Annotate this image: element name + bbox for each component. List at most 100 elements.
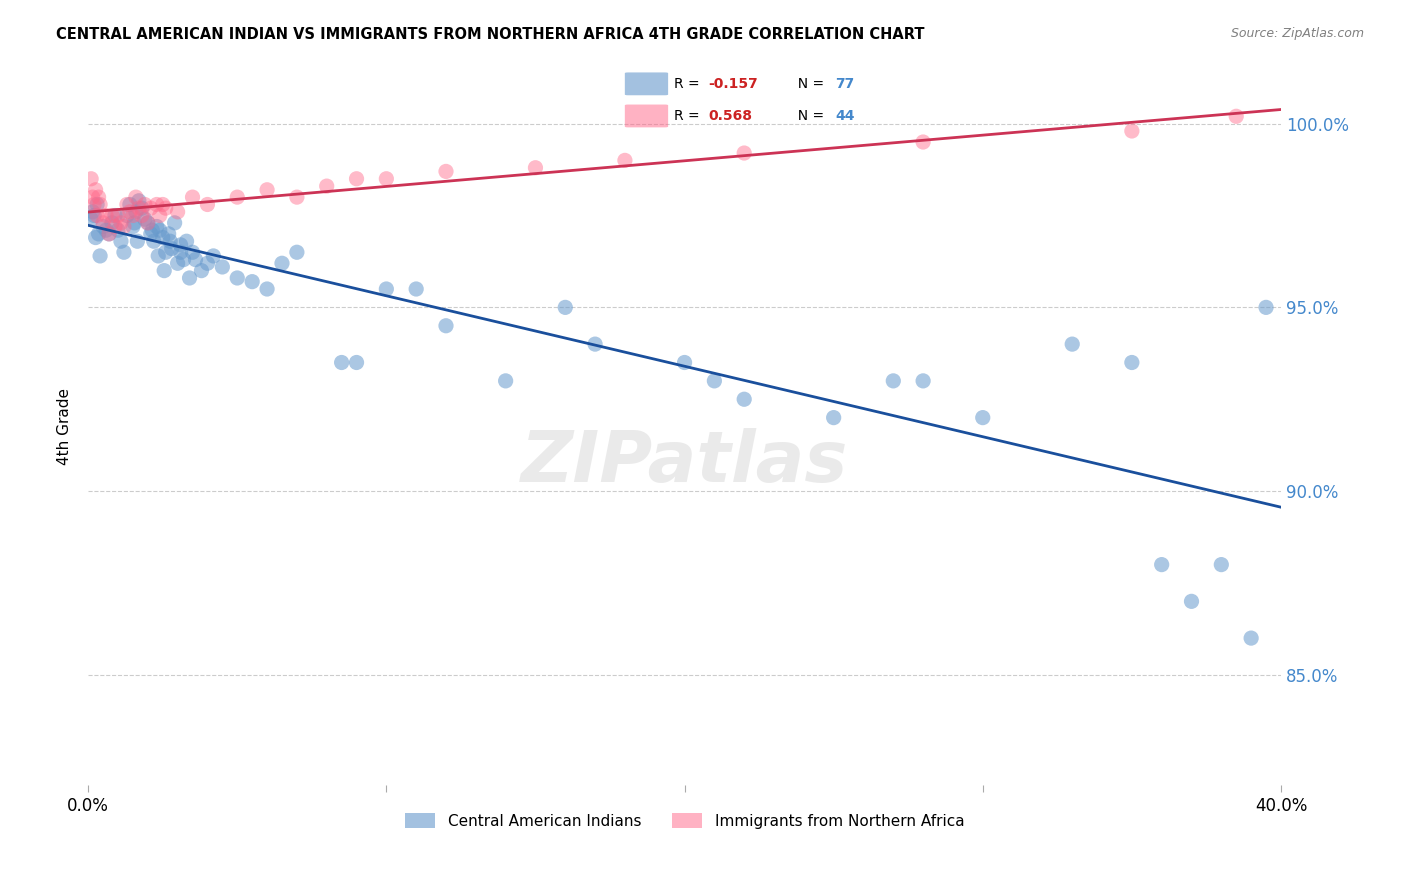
Point bbox=[1180, 594, 1202, 608]
Point bbox=[375, 282, 398, 296]
Point bbox=[176, 234, 198, 248]
Point bbox=[83, 209, 105, 223]
Point bbox=[330, 355, 353, 369]
Point bbox=[94, 223, 117, 237]
Point bbox=[115, 197, 138, 211]
Point bbox=[434, 164, 457, 178]
Text: CENTRAL AMERICAN INDIAN VS IMMIGRANTS FROM NORTHERN AFRICA 4TH GRADE CORRELATION: CENTRAL AMERICAN INDIAN VS IMMIGRANTS FR… bbox=[56, 27, 925, 42]
Point bbox=[107, 223, 129, 237]
Point bbox=[142, 234, 165, 248]
Point bbox=[124, 216, 146, 230]
Point bbox=[152, 230, 174, 244]
Text: 0.568: 0.568 bbox=[709, 109, 752, 123]
Point bbox=[98, 227, 121, 241]
Point bbox=[155, 245, 177, 260]
Point bbox=[912, 135, 935, 149]
Point bbox=[1150, 558, 1173, 572]
Point bbox=[1254, 301, 1277, 315]
Point bbox=[703, 374, 725, 388]
Point bbox=[127, 234, 149, 248]
Point bbox=[122, 219, 145, 234]
Point bbox=[1211, 558, 1233, 572]
Point bbox=[434, 318, 457, 333]
Point bbox=[112, 219, 135, 234]
Point bbox=[375, 171, 398, 186]
Point bbox=[673, 355, 696, 369]
Point bbox=[823, 410, 845, 425]
Point bbox=[190, 263, 212, 277]
Point bbox=[166, 204, 188, 219]
Point bbox=[145, 197, 167, 211]
Point bbox=[159, 234, 181, 248]
Point bbox=[181, 245, 204, 260]
Point bbox=[912, 374, 935, 388]
Point bbox=[89, 249, 111, 263]
Point bbox=[118, 204, 141, 219]
Point bbox=[240, 275, 263, 289]
Y-axis label: 4th Grade: 4th Grade bbox=[58, 388, 72, 466]
Point bbox=[256, 183, 278, 197]
Point bbox=[226, 271, 249, 285]
Point bbox=[1121, 124, 1143, 138]
FancyBboxPatch shape bbox=[624, 72, 668, 95]
Point bbox=[87, 227, 110, 241]
Point bbox=[211, 260, 233, 274]
Point bbox=[169, 238, 191, 252]
Point bbox=[184, 252, 207, 267]
Point bbox=[495, 374, 517, 388]
Point bbox=[160, 242, 183, 256]
Point bbox=[149, 223, 172, 237]
Text: 44: 44 bbox=[835, 109, 855, 123]
Point bbox=[80, 171, 103, 186]
Point bbox=[128, 201, 150, 215]
Point bbox=[733, 392, 755, 407]
Point bbox=[157, 227, 180, 241]
Point bbox=[110, 234, 132, 248]
Point bbox=[197, 197, 219, 211]
Text: ZIPatlas: ZIPatlas bbox=[520, 428, 848, 497]
Point bbox=[139, 201, 162, 215]
Point bbox=[82, 190, 104, 204]
Point bbox=[1240, 631, 1263, 645]
Point bbox=[152, 197, 174, 211]
Point bbox=[104, 219, 127, 234]
Point bbox=[346, 355, 368, 369]
Point bbox=[405, 282, 427, 296]
Point bbox=[101, 216, 124, 230]
Point bbox=[128, 194, 150, 208]
Point bbox=[166, 256, 188, 270]
Point bbox=[86, 197, 108, 211]
Point bbox=[125, 190, 148, 204]
Point bbox=[91, 219, 114, 234]
Point bbox=[134, 212, 156, 227]
Point bbox=[524, 161, 547, 175]
Point bbox=[202, 249, 225, 263]
Point bbox=[94, 209, 117, 223]
Point bbox=[169, 245, 191, 260]
Point bbox=[583, 337, 606, 351]
Point bbox=[972, 410, 994, 425]
Point bbox=[101, 209, 124, 223]
Point bbox=[86, 209, 108, 223]
Point bbox=[197, 256, 219, 270]
Point bbox=[271, 256, 294, 270]
Text: 77: 77 bbox=[835, 77, 855, 91]
Point bbox=[84, 183, 107, 197]
Point bbox=[1062, 337, 1084, 351]
Point bbox=[346, 171, 368, 186]
Point bbox=[107, 209, 129, 223]
Point bbox=[118, 197, 141, 211]
Text: -0.157: -0.157 bbox=[709, 77, 758, 91]
Point bbox=[89, 197, 111, 211]
Point bbox=[149, 209, 172, 223]
Legend: Central American Indians, Immigrants from Northern Africa: Central American Indians, Immigrants fro… bbox=[399, 806, 970, 835]
Point bbox=[179, 271, 201, 285]
Point bbox=[163, 216, 186, 230]
Point bbox=[256, 282, 278, 296]
Point bbox=[554, 301, 576, 315]
Point bbox=[613, 153, 636, 168]
Point bbox=[112, 245, 135, 260]
Point bbox=[98, 227, 121, 241]
FancyBboxPatch shape bbox=[624, 104, 668, 128]
Point bbox=[136, 216, 159, 230]
